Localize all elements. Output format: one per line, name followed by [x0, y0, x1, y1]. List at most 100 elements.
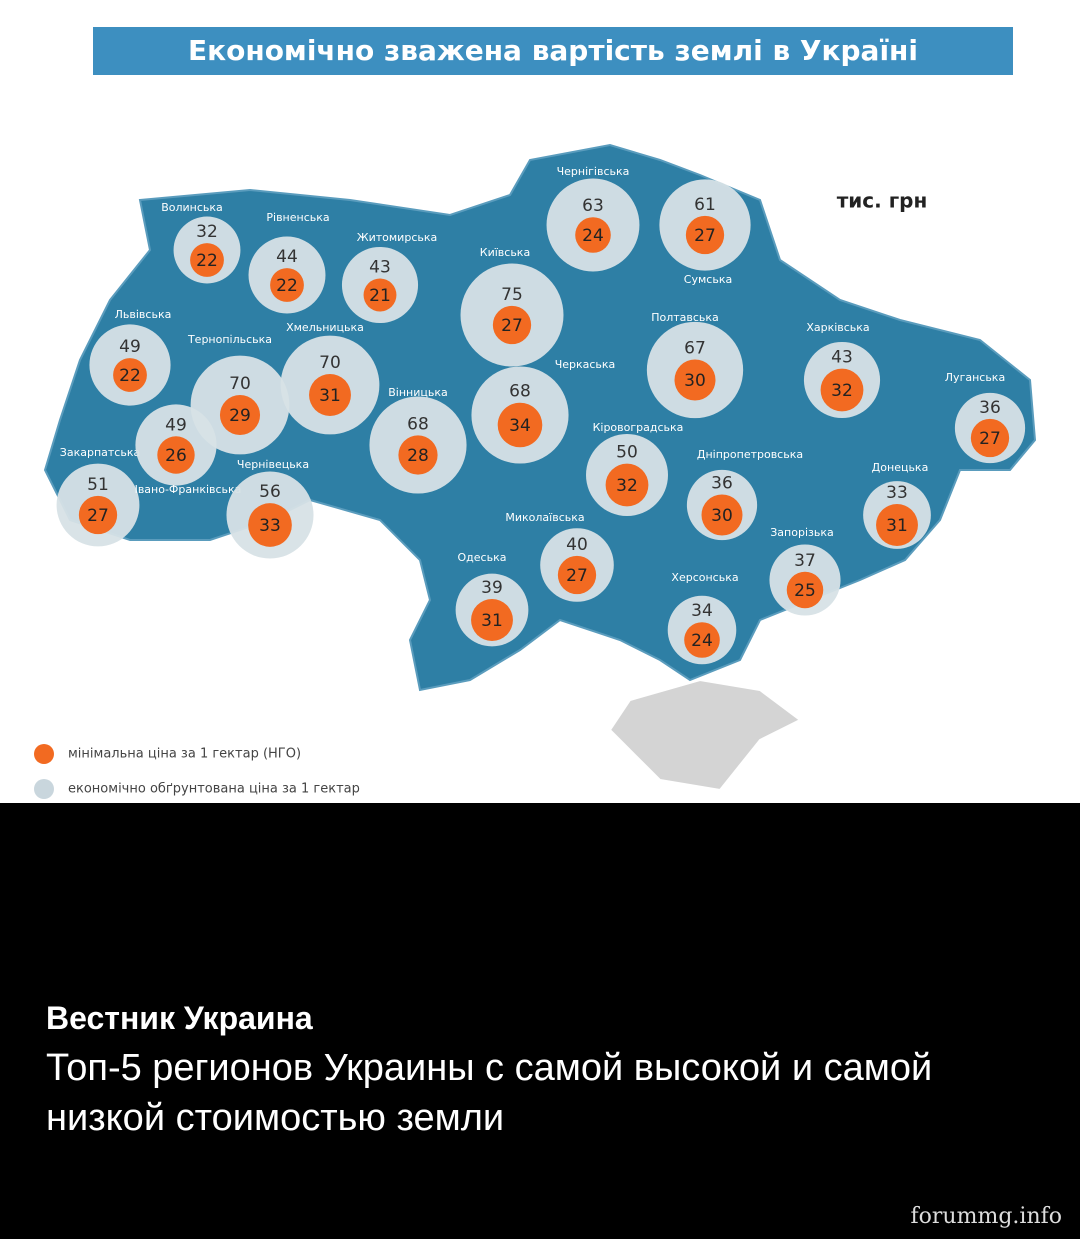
region-name: Закарпатська	[60, 446, 140, 459]
minimum-circle	[492, 305, 532, 345]
post: Вестник Украина Топ-5 регионов Украины с…	[46, 1000, 1006, 1143]
minimum-circle	[309, 374, 351, 416]
economic-value: 75	[501, 285, 523, 305]
minimum-value: 24	[582, 226, 604, 246]
crimea-shape	[608, 678, 802, 792]
minimum-circle	[876, 504, 918, 546]
region-name: Одеська	[458, 551, 507, 564]
region-name: Черкаська	[555, 358, 616, 371]
minimum-circle	[363, 278, 397, 312]
title-banner	[93, 27, 1013, 75]
minimum-value: 25	[794, 581, 816, 601]
minimum-circle	[157, 436, 195, 474]
region-name: Миколаївська	[505, 511, 584, 524]
region-name: Харківська	[806, 321, 869, 334]
region-name: Луганська	[945, 371, 1005, 384]
title: Економічно зважена вартість землі в Укра…	[188, 34, 918, 67]
economic-value: 70	[229, 374, 251, 394]
minimum-circle	[471, 599, 513, 641]
minimum-circle	[248, 503, 292, 547]
minimum-circle	[270, 268, 304, 302]
economic-value: 51	[87, 475, 109, 495]
economic-value: 40	[566, 535, 588, 555]
legend-economic: економічно обґрунтована ціна за 1 гектар	[68, 782, 360, 797]
minimum-value: 34	[509, 416, 531, 436]
minimum-value: 29	[229, 406, 251, 426]
minimum-value: 22	[276, 276, 298, 296]
region-name: Вінницька	[388, 386, 448, 399]
region-name: Запорізька	[770, 526, 833, 539]
economic-value: 33	[886, 483, 908, 503]
legend-minimum: мінімальна ціна за 1 гектар (НГО)	[68, 747, 301, 762]
minimum-circle	[497, 402, 543, 448]
region-name: Херсонська	[671, 571, 738, 584]
minimum-circle	[684, 622, 720, 658]
region-name: Львівська	[115, 308, 172, 321]
minimum-circle	[701, 494, 743, 536]
economic-value: 49	[119, 337, 141, 357]
minimum-value: 27	[87, 506, 109, 526]
minimum-circle	[575, 217, 611, 253]
minimum-circle	[78, 495, 118, 535]
region-name: Полтавська	[651, 311, 719, 324]
minimum-circle	[190, 243, 224, 277]
economic-value: 34	[691, 601, 713, 621]
region-name: Чернівецька	[237, 458, 309, 471]
economic-value: 32	[196, 222, 218, 242]
economic-value: 49	[165, 415, 187, 435]
minimum-value: 32	[616, 476, 638, 496]
minimum-value: 26	[165, 446, 187, 466]
minimum-circle	[685, 215, 725, 255]
watermark: forummg.info	[910, 1204, 1062, 1229]
minimum-value: 21	[369, 286, 391, 306]
regions: 32 22 Волинська 44 22 Рівненська 43 21 Житомирсь…	[56, 165, 1026, 665]
minimum-circle	[970, 418, 1010, 458]
legend-swatch-minimum	[34, 744, 54, 764]
minimum-value: 31	[886, 516, 908, 536]
economic-value: 43	[369, 258, 391, 278]
economic-value: 39	[481, 578, 503, 598]
economic-value: 43	[831, 348, 853, 368]
economic-value: 37	[794, 551, 816, 571]
economic-value: 63	[582, 196, 604, 216]
minimum-value: 30	[684, 371, 706, 391]
minimum-value: 27	[694, 226, 716, 246]
minimum-circle	[113, 358, 147, 392]
minimum-value: 27	[979, 429, 1001, 449]
minimum-value: 22	[119, 366, 141, 386]
economic-value: 68	[407, 414, 429, 434]
economic-value: 61	[694, 195, 716, 215]
minimum-value: 28	[407, 446, 429, 466]
region-name: Волинська	[161, 201, 223, 214]
minimum-value: 27	[501, 316, 523, 336]
region-name: Хмельницька	[286, 321, 364, 334]
economic-value: 36	[711, 474, 733, 494]
economic-value: 67	[684, 339, 706, 359]
economic-value: 70	[319, 353, 341, 373]
region-name: Івано-Франківська	[135, 483, 242, 496]
region-name: Сумська	[684, 273, 732, 286]
minimum-circle	[219, 394, 261, 436]
economic-value: 36	[979, 398, 1001, 418]
map-image: Економічно зважена вартість землі в Укра…	[0, 0, 1080, 803]
minimum-circle	[674, 359, 716, 401]
minimum-circle	[786, 571, 824, 609]
minimum-value: 31	[481, 611, 503, 631]
minimum-value: 24	[691, 631, 713, 651]
minimum-value: 30	[711, 506, 733, 526]
minimum-value: 27	[566, 566, 588, 586]
minimum-circle	[398, 435, 438, 475]
post-text: Топ-5 регионов Украины с самой высокой и…	[46, 1047, 933, 1139]
minimum-value: 31	[319, 386, 341, 406]
economic-value: 68	[509, 382, 531, 402]
minimum-circle	[557, 555, 597, 595]
minimum-circle	[820, 368, 864, 412]
minimum-circle	[605, 463, 649, 507]
economic-value: 44	[276, 247, 298, 267]
unit-label: тис. грн	[837, 189, 928, 213]
economic-value: 50	[616, 443, 638, 463]
region-name: Чернігівська	[557, 165, 630, 178]
minimum-value: 22	[196, 251, 218, 271]
legend-swatch-economic	[34, 779, 54, 799]
region-name: Тернопільська	[187, 333, 272, 346]
